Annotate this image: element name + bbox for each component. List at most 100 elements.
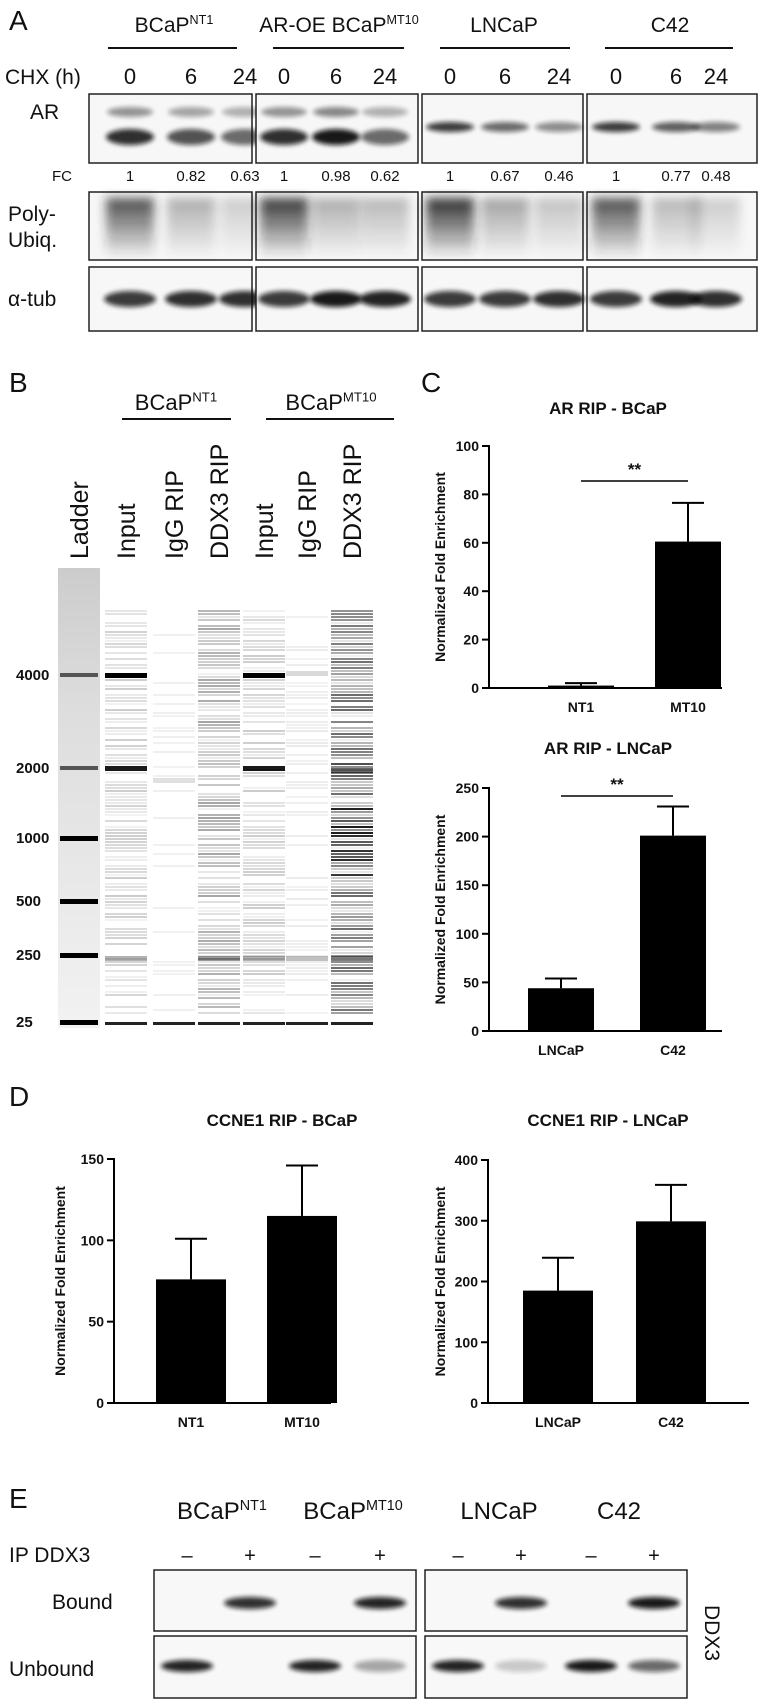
gel-band (198, 652, 240, 654)
gel-band (198, 721, 240, 723)
gel-band (286, 811, 328, 813)
gel-band (153, 1009, 195, 1011)
gel-band (243, 931, 285, 933)
gel-band (331, 631, 373, 633)
gel-band (286, 703, 328, 705)
gel-band (331, 928, 373, 930)
gel-band (105, 907, 147, 909)
gel-band (331, 736, 373, 738)
gel-band (198, 757, 240, 759)
gel-band (105, 763, 147, 765)
gel-band (198, 1003, 240, 1005)
gel-band (286, 742, 328, 744)
gel-band (286, 973, 328, 975)
gel-band (243, 958, 285, 960)
gel-band (243, 955, 285, 957)
gel-band (331, 919, 373, 921)
row-label: α-tub (8, 288, 56, 311)
gel-band (198, 862, 240, 864)
gel-band (198, 901, 240, 903)
gel-band (198, 610, 240, 612)
gel-band (331, 856, 373, 858)
gel-band (105, 859, 147, 861)
gel-band (198, 925, 240, 927)
gel-band (105, 640, 147, 642)
gel-band (105, 961, 147, 963)
gel-band (243, 943, 285, 945)
gel-band (198, 637, 240, 639)
band (289, 1660, 341, 1672)
ip-label: IP DDX3 (9, 1544, 90, 1567)
gel-band (286, 760, 328, 762)
gel-band (198, 847, 240, 849)
gel-band (243, 670, 285, 672)
gel-band (243, 772, 285, 774)
gel-band (105, 772, 147, 774)
gel-band (331, 649, 373, 651)
gel-band (243, 790, 285, 792)
gel-band (198, 745, 240, 747)
group-label: AR-OE BCaPMT10 (259, 13, 418, 37)
gel-band (105, 898, 147, 900)
gel-band (331, 768, 373, 773)
gel-band (243, 956, 285, 961)
gel-band (198, 856, 240, 858)
gel-band (331, 730, 373, 732)
gel-band (105, 667, 147, 669)
gel-band (331, 634, 373, 636)
gel-band (198, 700, 240, 702)
gel-band (105, 754, 147, 756)
group-name: LNCaP (460, 1498, 537, 1525)
gel-band (105, 874, 147, 876)
gel-band (105, 976, 147, 978)
group-name: BCaP (135, 14, 190, 37)
gel-band (153, 736, 195, 738)
fold-change: 0.98 (321, 168, 350, 185)
gel-band (243, 985, 285, 987)
gel-band (331, 934, 373, 936)
gel-band (331, 715, 373, 717)
gel-band (286, 967, 328, 969)
gel-band (105, 913, 147, 915)
gel-band (105, 733, 147, 735)
gel-band (331, 790, 373, 792)
y-tick-label: 0 (471, 680, 479, 696)
y-tick-label: 60 (463, 535, 479, 551)
gel-band (331, 754, 373, 756)
gel-band (105, 937, 147, 939)
ip-sign: + (244, 1545, 256, 1567)
fold-change: 0.46 (544, 168, 573, 185)
gel-band (198, 802, 240, 804)
gel-band (331, 643, 373, 645)
gel-band (286, 919, 328, 921)
y-tick-label: 150 (81, 1151, 105, 1167)
fold-change: 0.48 (701, 168, 730, 185)
bar (636, 1221, 706, 1403)
gel-band (243, 862, 285, 864)
gel-band (243, 634, 285, 636)
gel-band (243, 964, 285, 966)
band (313, 107, 359, 117)
gel-band (331, 682, 373, 684)
gel-band (243, 904, 285, 906)
gel-band (331, 889, 373, 891)
gel-band (243, 1012, 285, 1014)
gel-band (286, 898, 328, 900)
gel-band (243, 841, 285, 843)
gel-band (105, 958, 147, 960)
gel-band (105, 865, 147, 867)
gel-band (331, 697, 373, 699)
gel-band (331, 793, 373, 795)
gel-band (286, 709, 328, 711)
gel-band (331, 646, 373, 648)
gel-band (331, 829, 373, 831)
gel-band (286, 946, 328, 948)
gel-band (243, 970, 285, 972)
gel-band (198, 973, 240, 975)
gel-band (331, 673, 373, 675)
gel-band (105, 688, 147, 690)
gel-band (243, 856, 285, 858)
gel-band (243, 697, 285, 699)
gel-band (198, 844, 240, 846)
gel-band (286, 694, 328, 696)
